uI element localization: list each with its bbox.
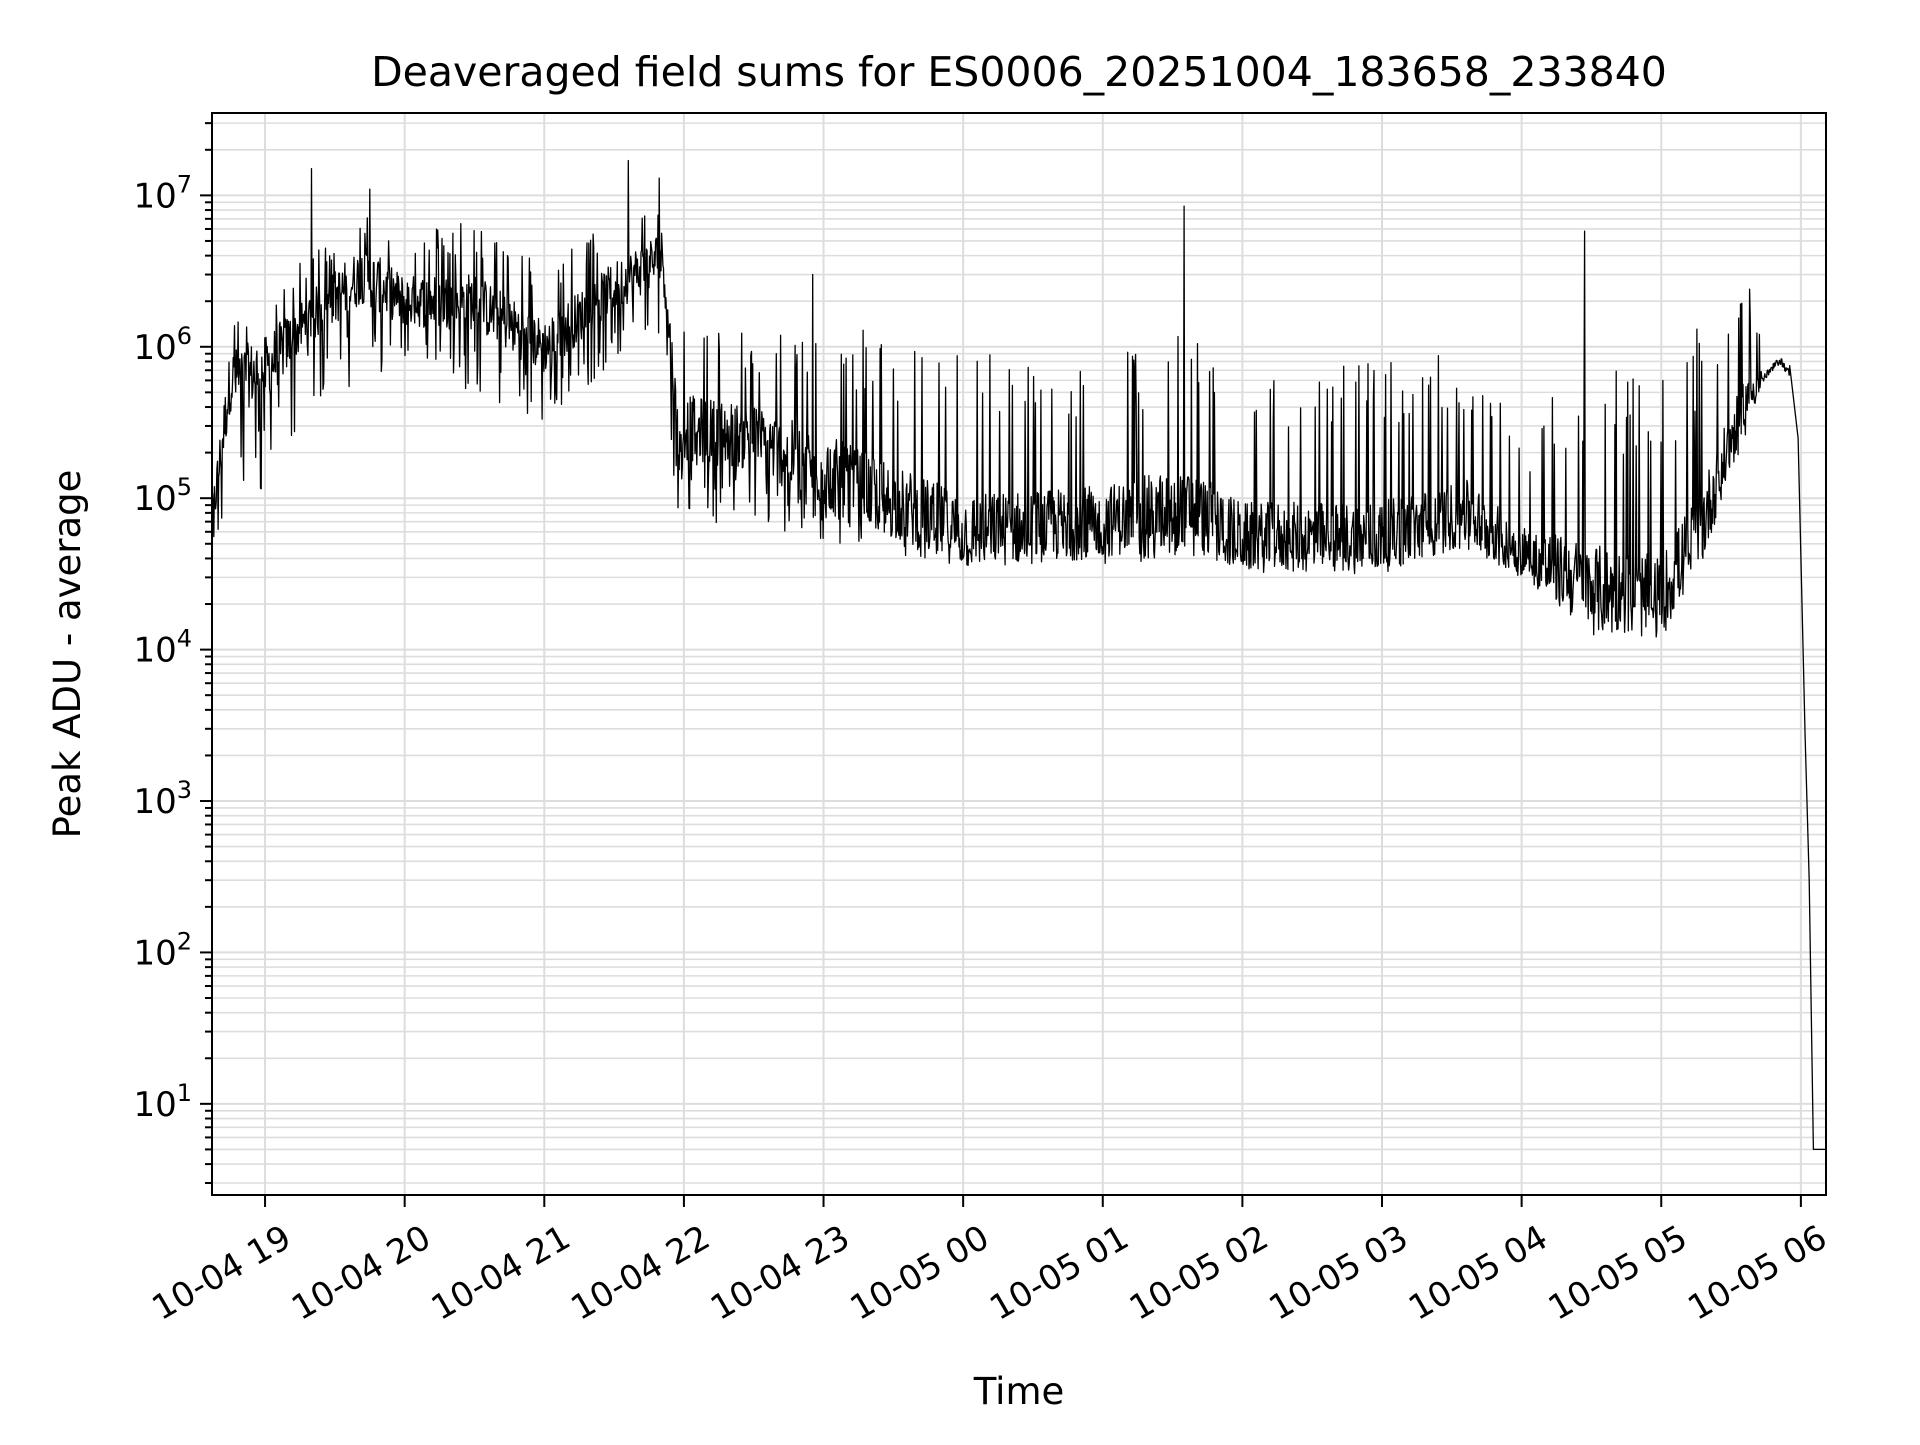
y-axis-label: Peak ADU - average [46,470,89,839]
y-tick-label: 106 [133,322,192,368]
grid [212,113,1826,1195]
x-axis-label: Time [973,1370,1065,1413]
y-tick-label: 102 [133,927,192,973]
y-tick-label: 104 [133,625,192,671]
y-tick-label: 103 [133,776,192,822]
y-tick-label: 101 [133,1079,192,1125]
y-tick-label: 107 [133,170,192,216]
chart-title: Deaveraged field sums for ES0006_2025100… [371,48,1667,96]
series-layer [212,159,1826,1151]
axes-frame [211,112,1827,1196]
y-tick-label: 105 [133,473,192,519]
series-line [212,159,1826,1151]
